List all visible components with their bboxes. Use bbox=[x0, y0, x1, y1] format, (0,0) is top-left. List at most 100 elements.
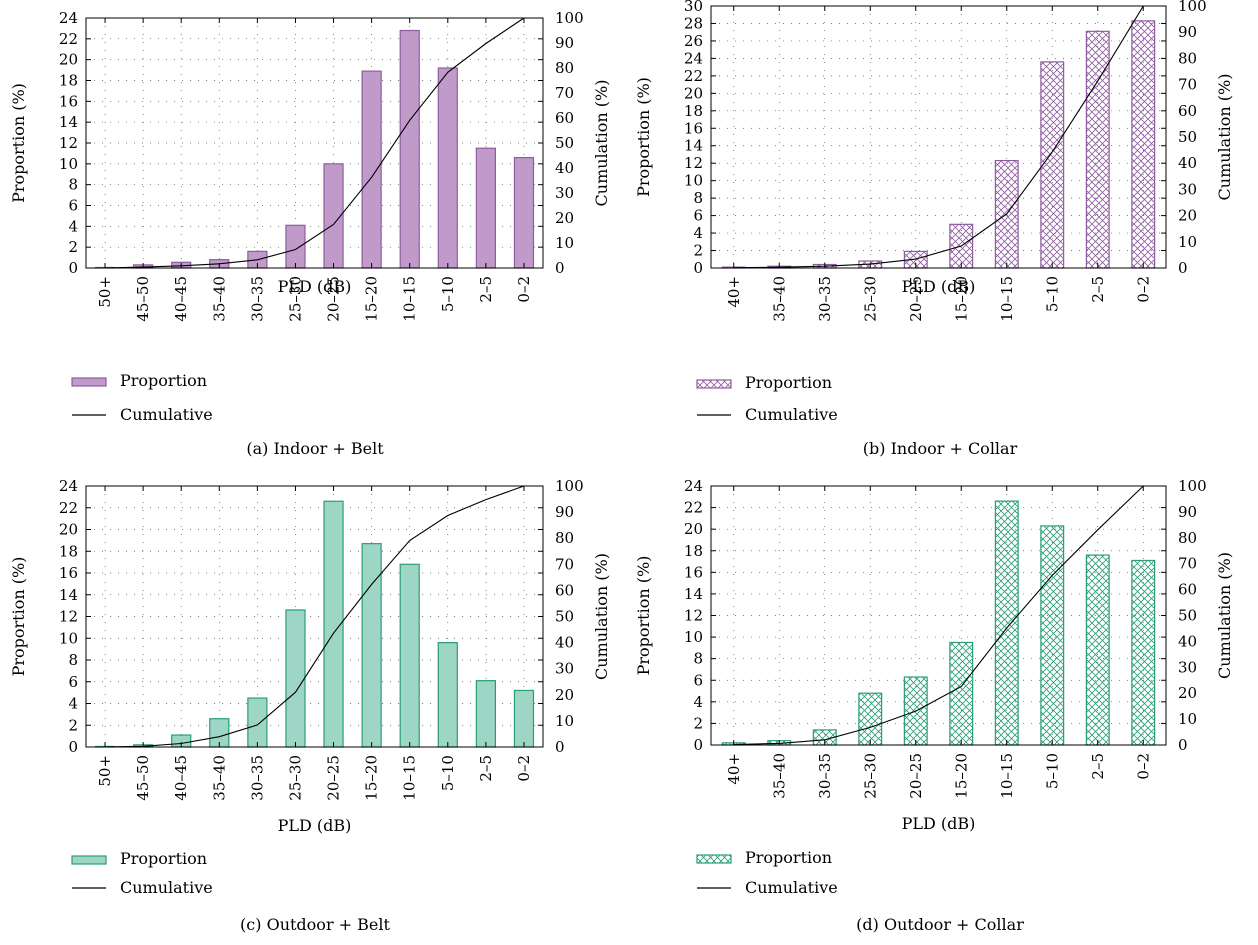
x-tick-label: 40+ bbox=[725, 276, 743, 308]
y-tick-label: 2 bbox=[68, 716, 78, 734]
y-tick-label: 0 bbox=[693, 736, 703, 754]
y-tick-label: 2 bbox=[693, 242, 703, 260]
y2-tick-label: 40 bbox=[1178, 154, 1197, 172]
x-tick-label: 25–30 bbox=[286, 755, 304, 801]
gridlines bbox=[86, 486, 543, 747]
x-tick-label: 2–5 bbox=[1089, 753, 1107, 780]
y-tick-label: 4 bbox=[693, 224, 703, 242]
y2-tick-label: 0 bbox=[555, 738, 565, 756]
gridlines bbox=[86, 18, 543, 268]
y-axis-right: 0 10 20 30 40 50 60 70 80 90 100 bbox=[1178, 477, 1207, 754]
y2-axis-title: Cumulation (%) bbox=[1215, 74, 1234, 201]
y-tick-label: 14 bbox=[59, 586, 78, 604]
panel-indoor-collar: 0246810121416182022242628300102030405060… bbox=[634, 0, 1234, 458]
y-tick-label: 10 bbox=[59, 629, 78, 647]
y-tick-label: 22 bbox=[59, 30, 78, 48]
x-tick-label: 2–5 bbox=[1089, 276, 1107, 303]
y2-tick-label: 20 bbox=[1178, 684, 1197, 702]
y2-tick-label: 100 bbox=[1178, 477, 1207, 495]
y-tick-label: 24 bbox=[59, 477, 78, 495]
y-axis-right: 0 10 20 30 40 50 60 70 80 90 100 bbox=[555, 477, 584, 756]
y-axis-title: Proportion (%) bbox=[9, 557, 28, 677]
y-tick-label: 24 bbox=[684, 49, 703, 67]
bar-25–30 bbox=[285, 609, 306, 748]
y2-tick-label: 10 bbox=[555, 712, 574, 730]
bar-15–20 bbox=[361, 70, 382, 269]
x-tick-label: 10–15 bbox=[998, 276, 1016, 322]
x-tick-label: 0–2 bbox=[1134, 276, 1152, 303]
x-tick-label: 35–40 bbox=[210, 276, 228, 322]
y-tick-label: 2 bbox=[68, 238, 78, 256]
y2-tick-label: 0 bbox=[1178, 259, 1188, 277]
y2-tick-label: 40 bbox=[1178, 632, 1197, 650]
x-tick-label: 50+ bbox=[96, 276, 114, 308]
y2-tick-label: 50 bbox=[555, 608, 574, 626]
y2-tick-label: 30 bbox=[1178, 180, 1197, 198]
y-axis-right: 0 10 20 30 40 50 60 70 80 90 100 bbox=[555, 9, 584, 277]
x-tick-label: 10–15 bbox=[401, 276, 419, 322]
y2-axis-title: Cumulation (%) bbox=[592, 553, 611, 680]
y2-tick-label: 30 bbox=[555, 184, 574, 202]
y2-tick-label: 40 bbox=[555, 634, 574, 652]
y2-tick-label: 100 bbox=[555, 9, 584, 27]
plot-frame bbox=[85, 485, 544, 748]
bar-5–10 bbox=[1040, 61, 1065, 269]
y2-tick-label: 90 bbox=[1178, 23, 1197, 41]
y-tick-label: 6 bbox=[68, 673, 78, 691]
y-tick-label: 12 bbox=[59, 608, 78, 626]
x-tick-label: 30–35 bbox=[248, 755, 266, 801]
y2-tick-label: 20 bbox=[555, 686, 574, 704]
bar-0–2 bbox=[513, 156, 535, 269]
bar-2–5 bbox=[475, 680, 496, 748]
x-tick-label: 25–30 bbox=[286, 276, 304, 322]
y-tick-label: 4 bbox=[693, 693, 703, 711]
bar-25–30 bbox=[285, 224, 306, 269]
panel-outdoor-collar: 0246810121416182022240102030405060708090… bbox=[634, 477, 1234, 934]
y-tick-label: 8 bbox=[693, 650, 703, 668]
proportion-bars bbox=[721, 20, 1156, 269]
y2-axis-title: Cumulation (%) bbox=[1215, 552, 1234, 679]
y-tick-label: 8 bbox=[693, 189, 703, 207]
panel-indoor-belt: 0246810121416182022240102030405060708090… bbox=[9, 9, 611, 458]
y2-tick-label: 10 bbox=[555, 234, 574, 252]
x-tick-label: 15–20 bbox=[952, 276, 970, 322]
y-tick-label: 20 bbox=[59, 51, 78, 69]
x-tick-label: 15–20 bbox=[363, 276, 381, 322]
x-tick-label: 10–15 bbox=[401, 755, 419, 801]
y-tick-label: 4 bbox=[68, 217, 78, 235]
plot-frame bbox=[85, 17, 544, 269]
legend: Proportion Cumulative bbox=[696, 373, 838, 424]
y-tick-label: 20 bbox=[684, 520, 703, 538]
x-axis-title: PLD (dB) bbox=[278, 816, 352, 835]
x-tick-label: 20–25 bbox=[325, 755, 343, 801]
y2-tick-label: 60 bbox=[1178, 581, 1197, 599]
x-axis-title: PLD (dB) bbox=[902, 814, 976, 833]
legend-label-cumulative: Cumulative bbox=[120, 878, 213, 897]
x-tick-label: 35–40 bbox=[210, 755, 228, 801]
legend: Proportion Cumulative bbox=[696, 848, 838, 897]
x-tick-label: 45–50 bbox=[134, 276, 152, 322]
y-tick-label: 8 bbox=[68, 651, 78, 669]
x-tick-label: 0–2 bbox=[515, 276, 533, 303]
cumulative-line bbox=[104, 17, 525, 269]
y2-tick-label: 90 bbox=[555, 503, 574, 521]
y-tick-label: 4 bbox=[68, 695, 78, 713]
y-tick-label: 24 bbox=[59, 9, 78, 27]
legend-label-cumulative: Cumulative bbox=[745, 405, 838, 424]
panel-caption: (d) Outdoor + Collar bbox=[856, 915, 1024, 934]
bar-15–20 bbox=[361, 543, 382, 748]
y-axis-title: Proportion (%) bbox=[634, 77, 653, 197]
x-tick-label: 10–15 bbox=[998, 753, 1016, 799]
y-tick-label: 28 bbox=[684, 14, 703, 32]
x-axis-title: PLD (dB) bbox=[902, 277, 976, 296]
x-tick-label: 40–45 bbox=[172, 755, 190, 801]
cumulative-line bbox=[733, 5, 1144, 269]
legend: Proportion Cumulative bbox=[71, 371, 213, 424]
x-tick-label: 0–2 bbox=[515, 755, 533, 782]
y-tick-label: 22 bbox=[59, 499, 78, 517]
panel-caption: (c) Outdoor + Belt bbox=[240, 915, 390, 934]
y2-tick-label: 20 bbox=[1178, 207, 1197, 225]
y-tick-label: 20 bbox=[684, 84, 703, 102]
